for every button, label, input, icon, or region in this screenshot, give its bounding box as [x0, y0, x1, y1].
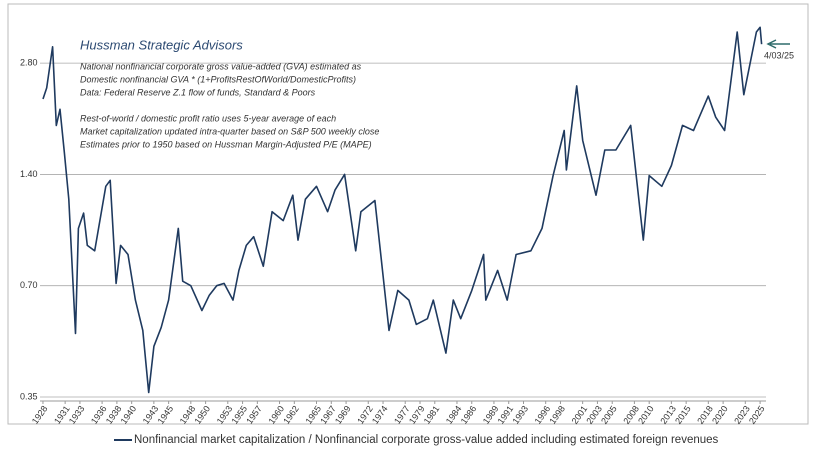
x-tick-label: 1950: [193, 404, 213, 426]
date-annotation: 4/03/25: [764, 50, 794, 60]
x-tick-label: 1969: [333, 404, 353, 426]
x-tick-label: 1933: [67, 404, 87, 426]
x-tick-label: 1986: [459, 404, 479, 426]
x-tick-label: 1998: [547, 404, 567, 426]
x-tick-label: 2010: [636, 404, 656, 426]
note: Domestic nonfinancial GVA * (1+ProfitsRe…: [80, 74, 356, 84]
x-tick-label: 2025: [747, 404, 767, 426]
chart-title: Hussman Strategic Advisors: [80, 37, 243, 52]
y-tick-label: 1.40: [20, 169, 38, 179]
x-tick-label: 2015: [673, 404, 693, 426]
x-tick-label: 1993: [510, 404, 530, 426]
arrow: [766, 39, 790, 49]
note: National nonfinancial corporate gross va…: [80, 61, 362, 71]
y-tick-label: 0.35: [20, 391, 38, 401]
x-tick-label: 1981: [422, 404, 442, 426]
y-tick-label: 2.80: [20, 58, 38, 68]
x-tick-label: 1974: [370, 404, 390, 426]
note: Data: Federal Reserve Z.1 flow of funds,…: [80, 87, 316, 97]
frame: [7, 3, 809, 425]
note: Rest-of-world / domestic profit ratio us…: [80, 113, 336, 123]
x-tick-label: 1928: [30, 404, 50, 426]
x-tick-label: 1940: [119, 404, 139, 426]
note: Market capitalization updated intra-quar…: [80, 126, 379, 136]
x-tick-label: 2005: [599, 404, 619, 426]
x-tick-label: 2020: [710, 404, 730, 426]
x-tick-label: 1957: [244, 404, 264, 426]
x-tick-label: 1945: [156, 404, 176, 426]
note: Estimates prior to 1950 based on Hussman…: [80, 139, 372, 149]
series-line: [42, 26, 763, 394]
x-tick-label: 1962: [281, 404, 301, 426]
y-tick-label: 0.70: [20, 280, 38, 290]
legend-label: Nonfinancial market capitalization / Non…: [134, 434, 719, 446]
